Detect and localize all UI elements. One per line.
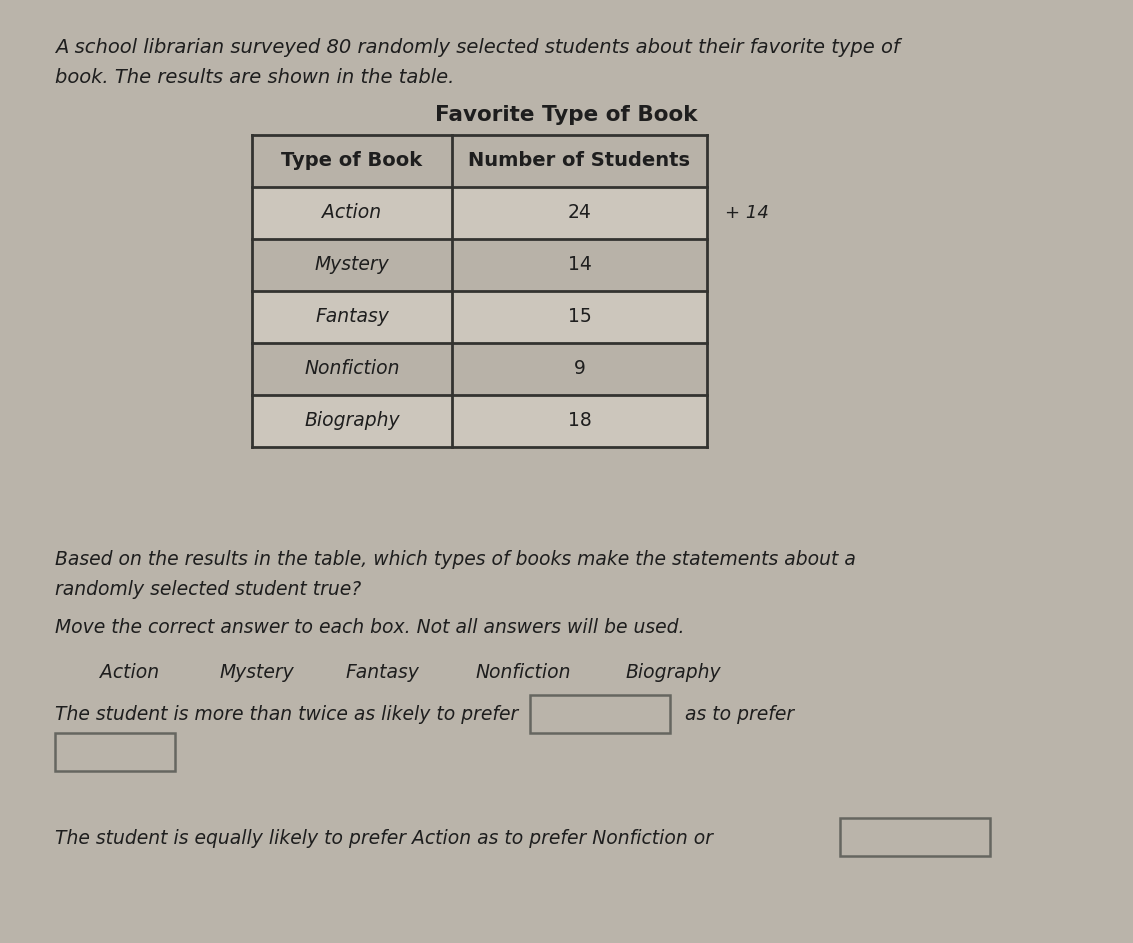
- Text: + 14: + 14: [725, 204, 769, 222]
- Bar: [252, 135, 707, 447]
- Text: Biography: Biography: [304, 411, 400, 431]
- Text: A school librarian surveyed 80 randomly selected students about their favorite t: A school librarian surveyed 80 randomly …: [56, 38, 900, 57]
- Bar: [252, 395, 707, 447]
- Text: book. The results are shown in the table.: book. The results are shown in the table…: [56, 68, 454, 87]
- Text: 18: 18: [568, 411, 591, 431]
- Text: 9: 9: [573, 359, 586, 378]
- Text: as to prefer: as to prefer: [685, 705, 794, 724]
- Bar: [840, 818, 990, 856]
- Text: Move the correct answer to each box. Not all answers will be used.: Move the correct answer to each box. Not…: [56, 618, 684, 637]
- Text: Fantasy: Fantasy: [346, 663, 419, 682]
- Bar: [252, 239, 707, 291]
- Text: Action: Action: [323, 204, 382, 223]
- Bar: [252, 135, 707, 187]
- Bar: [252, 187, 707, 239]
- Text: Type of Book: Type of Book: [281, 152, 423, 171]
- Text: The student is more than twice as likely to prefer: The student is more than twice as likely…: [56, 705, 518, 724]
- Text: 15: 15: [568, 307, 591, 326]
- Bar: [56, 733, 174, 771]
- Text: Favorite Type of Book: Favorite Type of Book: [435, 105, 697, 125]
- Text: Action: Action: [100, 663, 159, 682]
- Text: The student is equally likely to prefer Action as to prefer Nonfiction or: The student is equally likely to prefer …: [56, 829, 713, 848]
- Text: 14: 14: [568, 256, 591, 274]
- Text: Fantasy: Fantasy: [315, 307, 389, 326]
- Bar: [252, 343, 707, 395]
- Text: Mystery: Mystery: [315, 256, 390, 274]
- Text: Number of Students: Number of Students: [469, 152, 690, 171]
- Text: Nonfiction: Nonfiction: [475, 663, 571, 682]
- Text: randomly selected student true?: randomly selected student true?: [56, 580, 361, 599]
- Text: Biography: Biography: [625, 663, 721, 682]
- Text: 24: 24: [568, 204, 591, 223]
- Text: Mystery: Mystery: [220, 663, 295, 682]
- Text: Nonfiction: Nonfiction: [305, 359, 400, 378]
- Text: Based on the results in the table, which types of books make the statements abou: Based on the results in the table, which…: [56, 550, 855, 569]
- Bar: [530, 695, 670, 733]
- Bar: [252, 291, 707, 343]
